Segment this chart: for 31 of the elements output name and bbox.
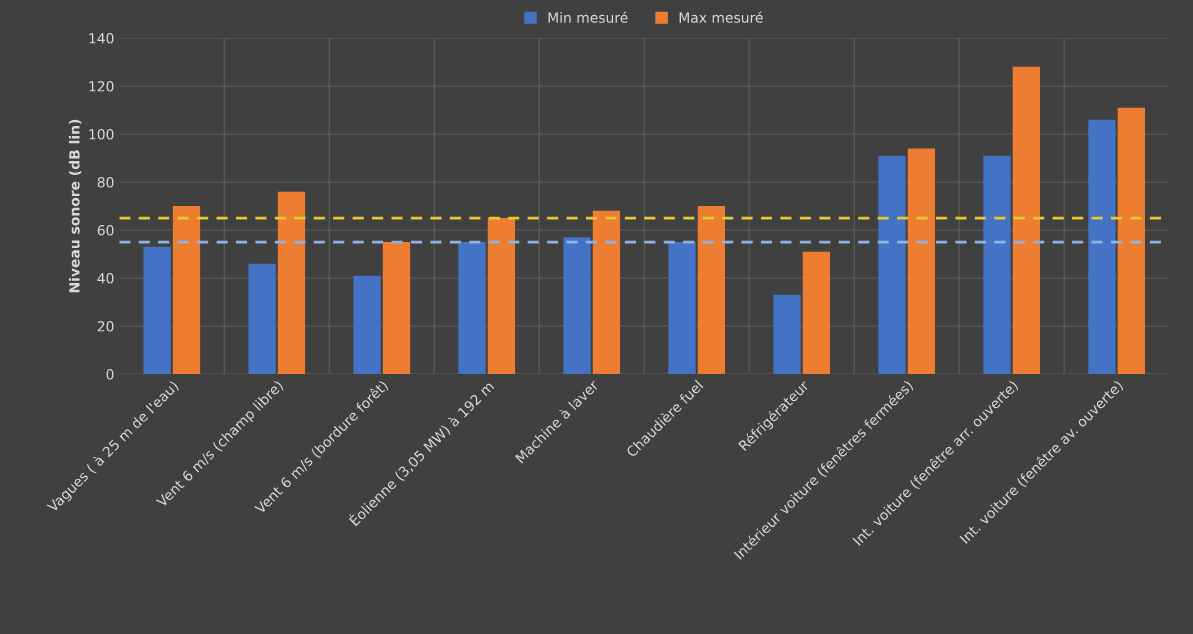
bar <box>592 210 621 375</box>
bar <box>878 155 906 375</box>
y-tick-label: 100 <box>89 129 114 140</box>
y-tick-label: 20 <box>97 321 114 332</box>
bar <box>143 246 171 375</box>
bar <box>353 275 381 375</box>
y-tick-label: 120 <box>89 81 114 92</box>
bar <box>487 218 516 375</box>
bar <box>668 242 696 375</box>
legend-label: Min mesuré <box>548 11 628 23</box>
bar <box>382 242 411 375</box>
bar <box>773 294 801 375</box>
y-tick-label: 0 <box>106 369 114 380</box>
bar <box>907 148 936 375</box>
y-axis-title: Niveau sonore (dB lin) <box>68 119 82 293</box>
bar <box>1012 66 1041 375</box>
y-tick-label: 40 <box>97 273 114 284</box>
bar <box>1088 119 1116 375</box>
y-tick-label: 140 <box>89 33 114 44</box>
legend-label: Max mesuré <box>679 11 763 23</box>
bar <box>697 206 726 375</box>
bar <box>248 263 276 375</box>
bar <box>802 251 831 375</box>
bar <box>277 191 306 375</box>
bar <box>172 206 201 375</box>
bar <box>983 155 1011 375</box>
y-tick-label: 80 <box>97 177 114 188</box>
bar <box>1117 107 1145 375</box>
bar <box>563 237 591 375</box>
bar <box>458 242 486 375</box>
y-tick-label: 60 <box>97 225 114 236</box>
